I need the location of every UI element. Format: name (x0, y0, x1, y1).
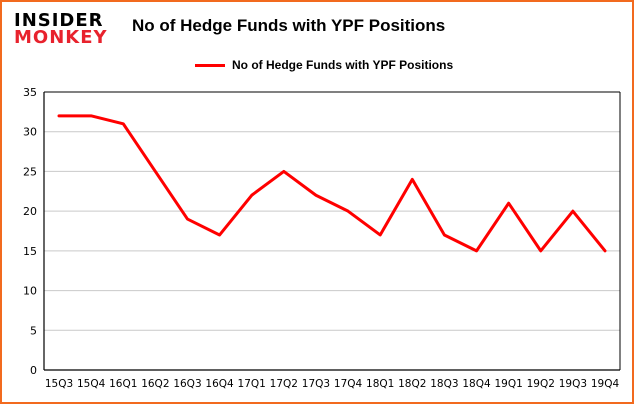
logo-line-insider: INSIDER (14, 10, 104, 31)
svg-text:16Q3: 16Q3 (173, 378, 201, 390)
svg-text:25: 25 (23, 165, 37, 178)
svg-text:18Q4: 18Q4 (462, 378, 491, 390)
svg-text:18Q1: 18Q1 (366, 378, 394, 390)
svg-text:16Q1: 16Q1 (109, 378, 137, 390)
svg-text:16Q2: 16Q2 (141, 378, 169, 390)
svg-text:17Q3: 17Q3 (302, 378, 330, 390)
svg-text:5: 5 (30, 324, 37, 337)
svg-text:15Q3: 15Q3 (45, 378, 73, 390)
svg-text:19Q1: 19Q1 (494, 378, 522, 390)
legend: No of Hedge Funds with YPF Positions (195, 58, 453, 72)
legend-line-swatch (195, 63, 225, 67)
svg-text:19Q3: 19Q3 (559, 378, 587, 390)
svg-text:19Q4: 19Q4 (591, 378, 620, 390)
svg-text:15: 15 (23, 245, 37, 258)
line-chart-svg: 0 5 10 15 20 25 30 35 15Q3 15Q4 16Q1 16Q2 16Q3 16Q4 17… (23, 86, 621, 390)
chart-area: 0 5 10 15 20 25 30 35 15Q3 15Q4 16Q1 16Q2 16Q3 16Q4 17… (2, 82, 632, 402)
svg-text:20: 20 (23, 205, 37, 218)
logo-line-monkey: MONKEY (14, 27, 108, 49)
svg-text:18Q2: 18Q2 (398, 378, 426, 390)
legend-label: No of Hedge Funds with YPF Positions (232, 58, 454, 72)
svg-text:17Q2: 17Q2 (270, 378, 298, 390)
chart-header: INSIDER MONKEY No of Hedge Funds with YP… (2, 2, 632, 82)
svg-text:15Q4: 15Q4 (77, 378, 106, 390)
svg-text:10: 10 (23, 285, 37, 298)
svg-text:18Q3: 18Q3 (430, 378, 458, 390)
svg-text:17Q4: 17Q4 (334, 378, 363, 390)
chart-title: No of Hedge Funds with YPF Positions (132, 16, 446, 35)
svg-text:17Q1: 17Q1 (238, 378, 266, 390)
svg-text:16Q4: 16Q4 (205, 378, 234, 390)
svg-text:0: 0 (30, 364, 37, 377)
svg-text:19Q2: 19Q2 (527, 378, 555, 390)
svg-text:30: 30 (23, 126, 37, 139)
svg-text:35: 35 (23, 86, 37, 99)
insider-monkey-logo: INSIDER MONKEY (14, 10, 108, 49)
